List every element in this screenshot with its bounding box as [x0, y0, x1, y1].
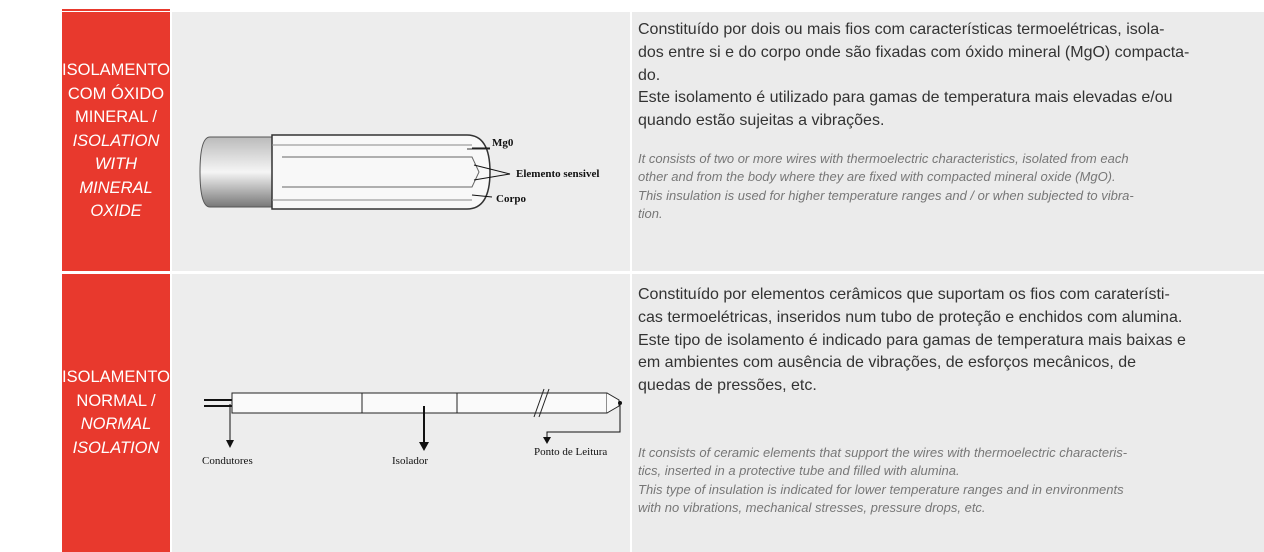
text-line-en: It consists of ceramic elements that sup…: [638, 444, 1128, 460]
label-line-en: ISOLATION: [72, 438, 160, 457]
label-line: COM ÓXIDO: [67, 84, 165, 103]
label-line-en: ISOLATION WITH: [72, 131, 160, 174]
text-line-en: This insulation is used for higher tempe…: [638, 187, 1134, 203]
text-line: cas termoelétricas, inseridos num tubo d…: [638, 308, 1183, 326]
figure-label: Condutores: [202, 455, 253, 467]
text-line-en: This type of insulation is indicated for…: [638, 481, 1124, 497]
text-line: do.: [638, 66, 661, 84]
text-line-en: tics, inserted in a protective tube and …: [638, 463, 960, 479]
figure-label: Isolador: [392, 455, 428, 467]
mgo-figure: Mg0 Elemento sensivel Corpo: [199, 134, 599, 210]
text-line: Constituído por elementos cerâmicos que …: [638, 286, 1170, 303]
figure-cell: Condutores Isolador Ponto de Leitura: [172, 274, 630, 552]
label-line-en: MINERAL OXIDE: [79, 178, 153, 221]
top-rule: [62, 9, 170, 11]
rod-figure: Condutores Isolador Ponto de Leitura: [202, 388, 622, 467]
row-label: ISOLAMENTO NORMAL / NORMAL ISOLATION: [62, 274, 170, 552]
text-line: dos entre si e do corpo onde são fixadas…: [638, 43, 1190, 61]
text-line-en: with no vibrations, mechanical stresses,…: [638, 499, 986, 515]
text-line: Constituído por dois ou mais fios com ca…: [638, 21, 1165, 38]
label-line: ISOLAMENTO: [62, 368, 170, 386]
figure-label: Mg0: [492, 137, 514, 149]
label-line: MINERAL /: [75, 108, 157, 127]
description-cell: Constituído por elementos cerâmicos que …: [632, 274, 1264, 552]
text-line-en: It consists of two or more wires with th…: [638, 150, 1129, 166]
row-label: ISOLAMENTO COM ÓXIDO MINERAL / ISOLATION WI…: [62, 12, 170, 271]
text-line: Este isolamento é utilizado para gamas d…: [638, 89, 1173, 107]
label-line: ISOLAMENTO: [62, 61, 170, 80]
label-line-en: NORMAL: [80, 415, 152, 433]
figure-cell: Mg0 Elemento sensivel Corpo: [172, 12, 630, 271]
label-line: NORMAL /: [76, 391, 156, 410]
figure-label: Ponto de Leitura: [534, 446, 607, 458]
text-line-en: tion.: [638, 205, 663, 221]
text-line: quando estão sujeitas a vibrações.: [638, 112, 885, 130]
text-line: quedas de pressões, etc.: [638, 377, 817, 395]
description-cell: Constituído por dois ou mais fios com ca…: [632, 12, 1264, 271]
text-line: Este tipo de isolamento é indicado para …: [638, 331, 1186, 349]
figure-label: Corpo: [496, 193, 526, 205]
text-line-en: other and from the body where they are f…: [638, 169, 1116, 185]
text-line: em ambientes com ausência de vibrações, …: [638, 354, 1137, 372]
figure-label: Elemento sensivel: [516, 168, 599, 180]
